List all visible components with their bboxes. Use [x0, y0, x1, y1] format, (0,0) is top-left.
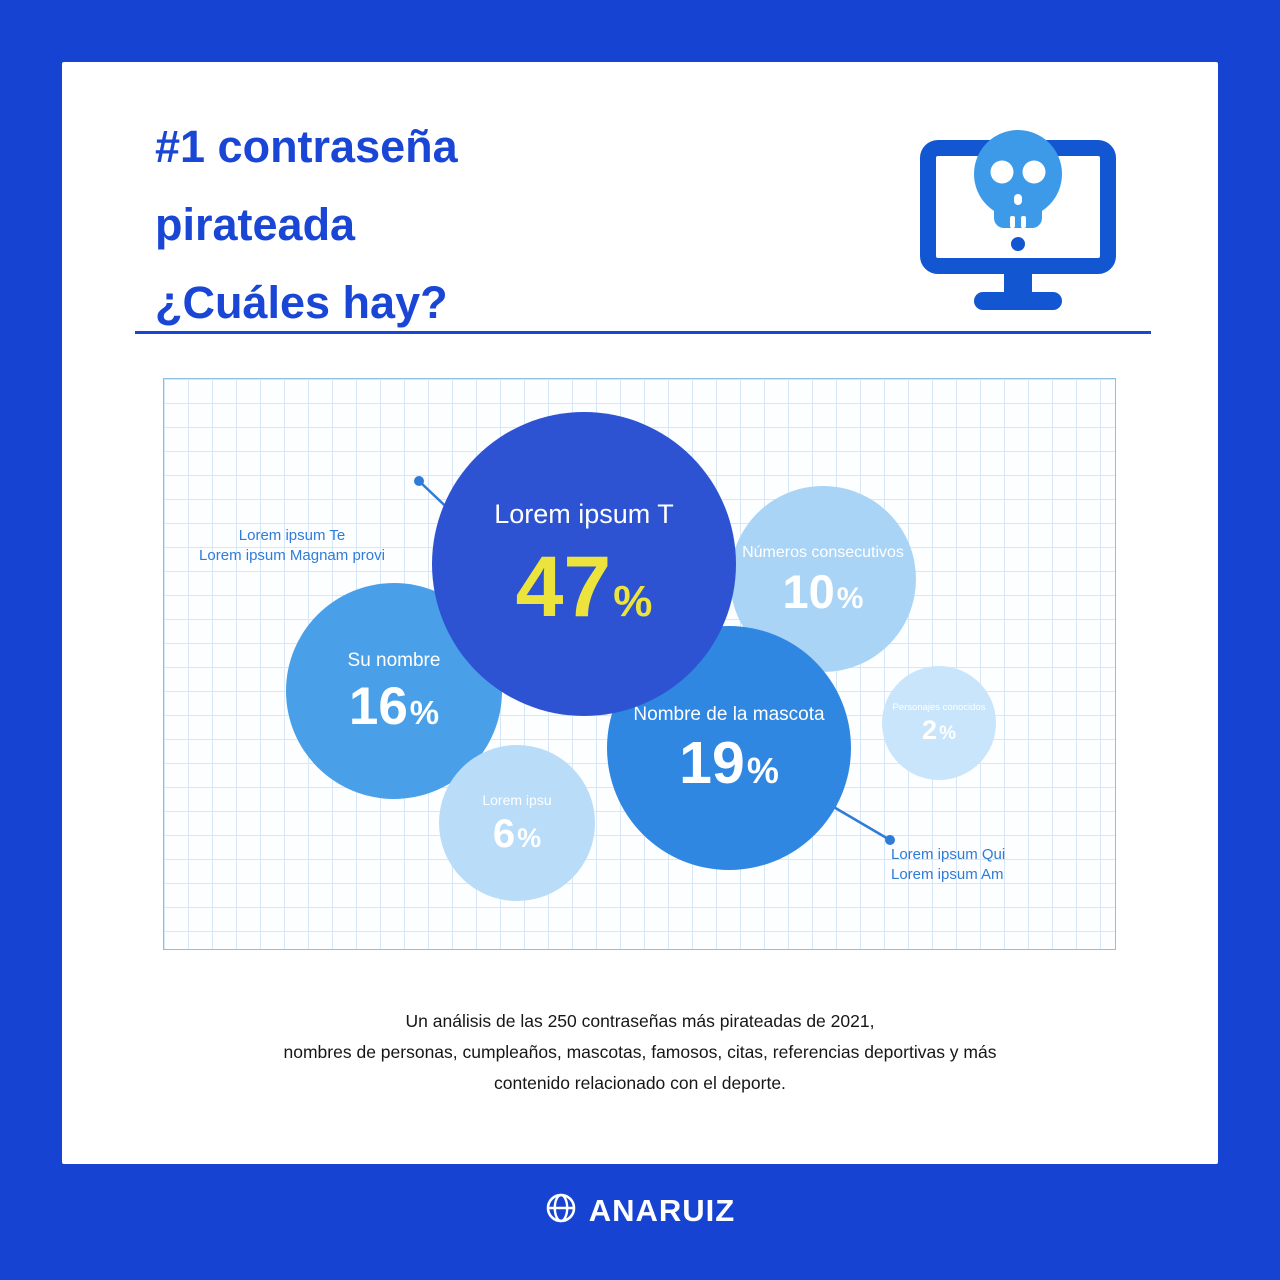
callout-label-top-left: Lorem ipsum Te Lorem ipsum Magnam provi [191, 526, 393, 566]
brand-name: ANARUIZ [588, 1192, 736, 1228]
bubble-label: Nombre de la mascota [633, 703, 825, 725]
analysis-note: Un análisis de las 250 contraseñas más p… [62, 1006, 1218, 1099]
note-line-2: nombres de personas, cumpleaños, mascota… [283, 1042, 997, 1062]
title-line-2: pirateada [155, 199, 356, 250]
bubble-value: 47% [515, 538, 653, 635]
bubble-value: 10% [782, 564, 864, 618]
bubble-label: Lorem ipsum T [494, 498, 674, 529]
bubble-label: Números consecutivos [742, 543, 904, 561]
title-line-3: ¿Cuáles hay? [155, 277, 448, 328]
bubble-value: 2% [922, 715, 956, 745]
bubble-label: Personajes conocidos [892, 702, 986, 713]
bubble-label: Su nombre [347, 649, 441, 671]
bubble-chart-panel: Lorem ipsum T 47% Números consecutivos 1… [163, 378, 1116, 950]
callout-line: Lorem ipsum Te [238, 527, 346, 544]
infographic-card: #1 contraseña pirateada ¿Cuáles hay? [62, 62, 1218, 1164]
bubble-value: 6% [492, 812, 542, 856]
callout-line: Lorem ipsum Am [891, 866, 1004, 883]
bubble-lorem-ipsu: Lorem ipsu 6% [439, 745, 595, 901]
note-line-1: Un análisis de las 250 contraseñas más p… [405, 1011, 875, 1031]
callout-label-bottom-right: Lorem ipsum Qui Lorem ipsum Am [891, 845, 1071, 885]
bubble-value: 19% [679, 729, 779, 796]
bubble-value: 16% [348, 676, 440, 736]
title-divider [135, 331, 1151, 334]
note-line-3: contenido relacionado con el deporte. [494, 1073, 786, 1093]
footer-brand: ANARUIZ [0, 1192, 1280, 1229]
bubble-top-password: Lorem ipsum T 47% [432, 412, 736, 716]
bubble-label: Lorem ipsu [482, 792, 552, 808]
globe-icon [545, 1192, 577, 1229]
bubble-famous-characters: Personajes conocidos 2% [882, 666, 996, 780]
callout-line: Lorem ipsum Qui [891, 846, 1006, 863]
callout-line: Lorem ipsum Magnam provi [199, 547, 385, 564]
computer-skull-icon [918, 120, 1118, 316]
page-title: #1 contraseña pirateada ¿Cuáles hay? [155, 108, 458, 342]
title-line-1: #1 contraseña [155, 121, 458, 172]
